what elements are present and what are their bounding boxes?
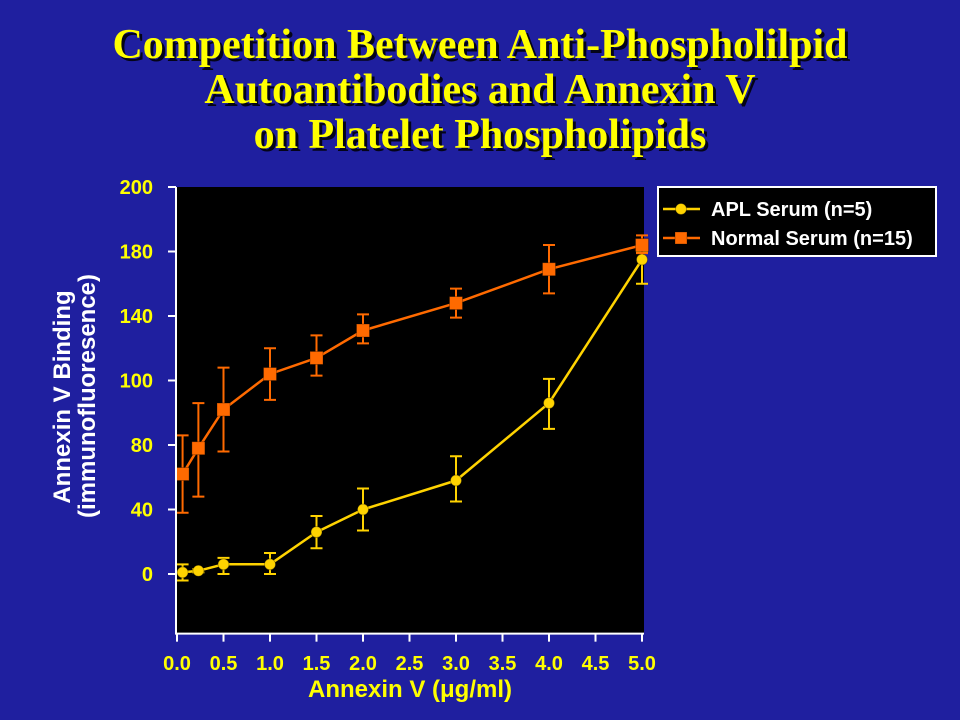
x-tick-label-8: 4.0 (535, 653, 563, 675)
legend-marker-circle (675, 203, 687, 215)
x-tick-label-3: 1.5 (303, 653, 331, 675)
normal-serum-n-15-point-0 (175, 467, 190, 481)
x-tick-label-10: 5.0 (628, 653, 656, 675)
plot-background (176, 187, 644, 634)
title-line-1: Competition Between Anti-Phospholilpid (112, 22, 848, 68)
data-series-layer (175, 234, 649, 582)
y-tick-label-1: 40 (131, 500, 153, 522)
normal-serum-n-15-point-5 (356, 323, 370, 338)
series-normal-serum-n-15 (175, 234, 649, 514)
slide-title: Competition Between Anti-Phospholilpid A… (0, 23, 960, 158)
normal-serum-n-15-point-3 (263, 367, 277, 381)
legend-marker-square (674, 231, 688, 245)
apl-serum-n-5-point-2 (217, 558, 230, 571)
apl-serum-n-5-point-3 (264, 558, 276, 571)
x-tick-label-2: 1.0 (256, 653, 284, 675)
legend-label-apl-serum: APL Serum (n=5) (711, 199, 872, 221)
x-axis-title: Annexin V (μg/ml) (308, 676, 512, 703)
x-tick-label-6: 3.0 (442, 653, 470, 675)
apl-serum-n-5-point-0 (176, 566, 189, 579)
title-line-2: Autoantibodies and Annexin V (204, 67, 756, 113)
apl-serum-n-5-point-5 (357, 503, 369, 516)
x-tick-label-1: 0.5 (210, 653, 238, 675)
legend-label-normal-serum: Normal Serum (n=15) (711, 228, 913, 250)
y-tick-label-5: 180 (120, 242, 153, 264)
series-apl-serum-n-5 (176, 250, 648, 582)
y-tick-label-4: 140 (120, 306, 153, 328)
normal-serum-n-15-point-7 (542, 262, 556, 277)
apl-serum-n-5-point-8 (636, 253, 648, 266)
x-tick-label-7: 3.5 (489, 653, 517, 675)
axes-layer: 0 40 80 100 140 180 200 0.0 0.5 1.0 1.5 2.0 2.5 3.0 3.… (120, 177, 656, 675)
plot-area-layer (176, 187, 644, 634)
apl-serum-n-5-point-1 (192, 564, 205, 577)
x-tick-label-4: 2.0 (349, 653, 377, 675)
y-tick-label-0: 0 (142, 564, 153, 586)
legend-box (657, 186, 937, 257)
legend-entry-apl-serum: APL Serum (n=5) (663, 199, 872, 221)
title-line-3: on Platelet Phospholipids (253, 112, 707, 158)
legend-entry-normal-serum: Normal Serum (n=15) (663, 228, 913, 250)
normal-serum-n-15-point-4 (309, 351, 324, 365)
normal-serum-n-15-point-2 (216, 402, 231, 417)
apl-serum-n-5-point-7 (543, 397, 555, 409)
normal-serum-n-15-point-8 (635, 238, 649, 252)
y-axis-title-line-1: Annexin V Binding (49, 290, 76, 503)
x-tick-label-5: 2.5 (396, 653, 424, 675)
y-tick-label-6: 200 (120, 177, 153, 199)
y-tick-label-3: 100 (120, 371, 153, 393)
y-tick-label-2: 80 (131, 435, 153, 457)
x-tick-label-0: 0.0 (163, 653, 191, 675)
legend: APL Serum (n=5) Normal Serum (n=15) (657, 186, 937, 257)
apl-serum-n-5-point-6 (450, 474, 462, 487)
y-axis-title-line-2: (immunofluoresence) (74, 274, 101, 518)
x-tick-label-9: 4.5 (582, 653, 610, 675)
apl-serum-n-5-point-4 (310, 526, 323, 538)
normal-serum-n-15-point-1 (191, 441, 206, 456)
normal-serum-n-15-point-6 (449, 296, 463, 311)
